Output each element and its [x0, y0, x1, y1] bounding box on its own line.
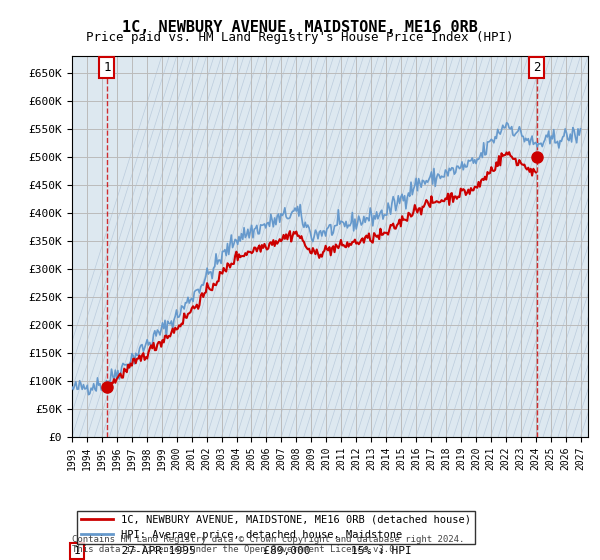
Text: Price paid vs. HM Land Registry's House Price Index (HPI): Price paid vs. HM Land Registry's House … [86, 31, 514, 44]
Text: 27-APR-1995          £89,000      15% ↓ HPI: 27-APR-1995 £89,000 15% ↓ HPI [108, 546, 412, 556]
Text: 1: 1 [103, 61, 110, 74]
Text: 1: 1 [74, 546, 80, 556]
Text: Contains HM Land Registry data © Crown copyright and database right 2024.
This d: Contains HM Land Registry data © Crown c… [72, 535, 464, 554]
Legend: 1C, NEWBURY AVENUE, MAIDSTONE, ME16 0RB (detached house), HPI: Average price, de: 1C, NEWBURY AVENUE, MAIDSTONE, ME16 0RB … [77, 511, 475, 544]
Text: 1C, NEWBURY AVENUE, MAIDSTONE, ME16 0RB: 1C, NEWBURY AVENUE, MAIDSTONE, ME16 0RB [122, 20, 478, 35]
Text: 2: 2 [533, 61, 541, 74]
